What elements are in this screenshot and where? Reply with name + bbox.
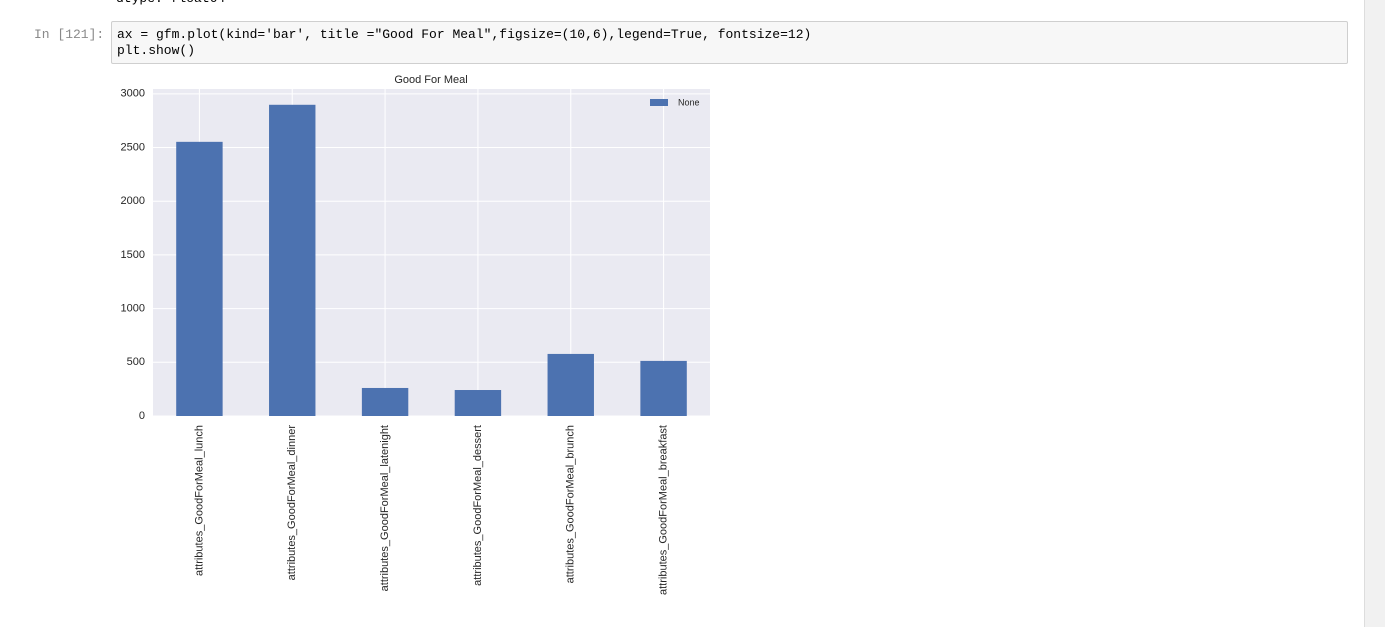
code-line: plt.show() — [117, 43, 196, 58]
x-tick-label: attributes_GoodForMeal_breakfast — [657, 425, 669, 595]
x-tick-label: attributes_GoodForMeal_latenight — [379, 425, 391, 591]
y-tick-label: 1000 — [121, 303, 145, 315]
cell-output: dtype: float64 — [116, 0, 225, 6]
bar — [454, 390, 502, 416]
legend-swatch — [650, 99, 668, 106]
code-line: ax = gfm.plot(kind='bar', title ="Good F… — [117, 27, 812, 42]
bar — [361, 387, 409, 416]
bar — [269, 104, 316, 417]
bar — [547, 353, 594, 416]
y-tick-label: 1500 — [121, 249, 145, 261]
code-cell[interactable]: ax = gfm.plot(kind='bar', title ="Good F… — [111, 21, 1348, 64]
x-tick-label: attributes_GoodForMeal_dessert — [472, 425, 484, 586]
bar — [640, 360, 687, 416]
x-tick-label: attributes_GoodForMeal_dinner — [286, 425, 298, 581]
y-tick-label: 3000 — [121, 88, 145, 100]
y-tick-label: 0 — [139, 410, 145, 422]
x-tick-label: attributes_GoodForMeal_lunch — [193, 425, 205, 576]
y-tick-label: 2500 — [121, 141, 145, 153]
plot-area — [153, 89, 710, 416]
scrollbar[interactable] — [1364, 0, 1385, 627]
y-tick-label: 500 — [127, 356, 145, 368]
legend-label: None — [678, 97, 700, 107]
x-tick-label: attributes_GoodForMeal_brunch — [565, 425, 577, 583]
chart-title: Good For Meal — [394, 74, 467, 86]
y-tick-label: 2000 — [121, 195, 145, 207]
input-prompt: In [121]: — [34, 27, 105, 42]
bar — [176, 141, 223, 417]
